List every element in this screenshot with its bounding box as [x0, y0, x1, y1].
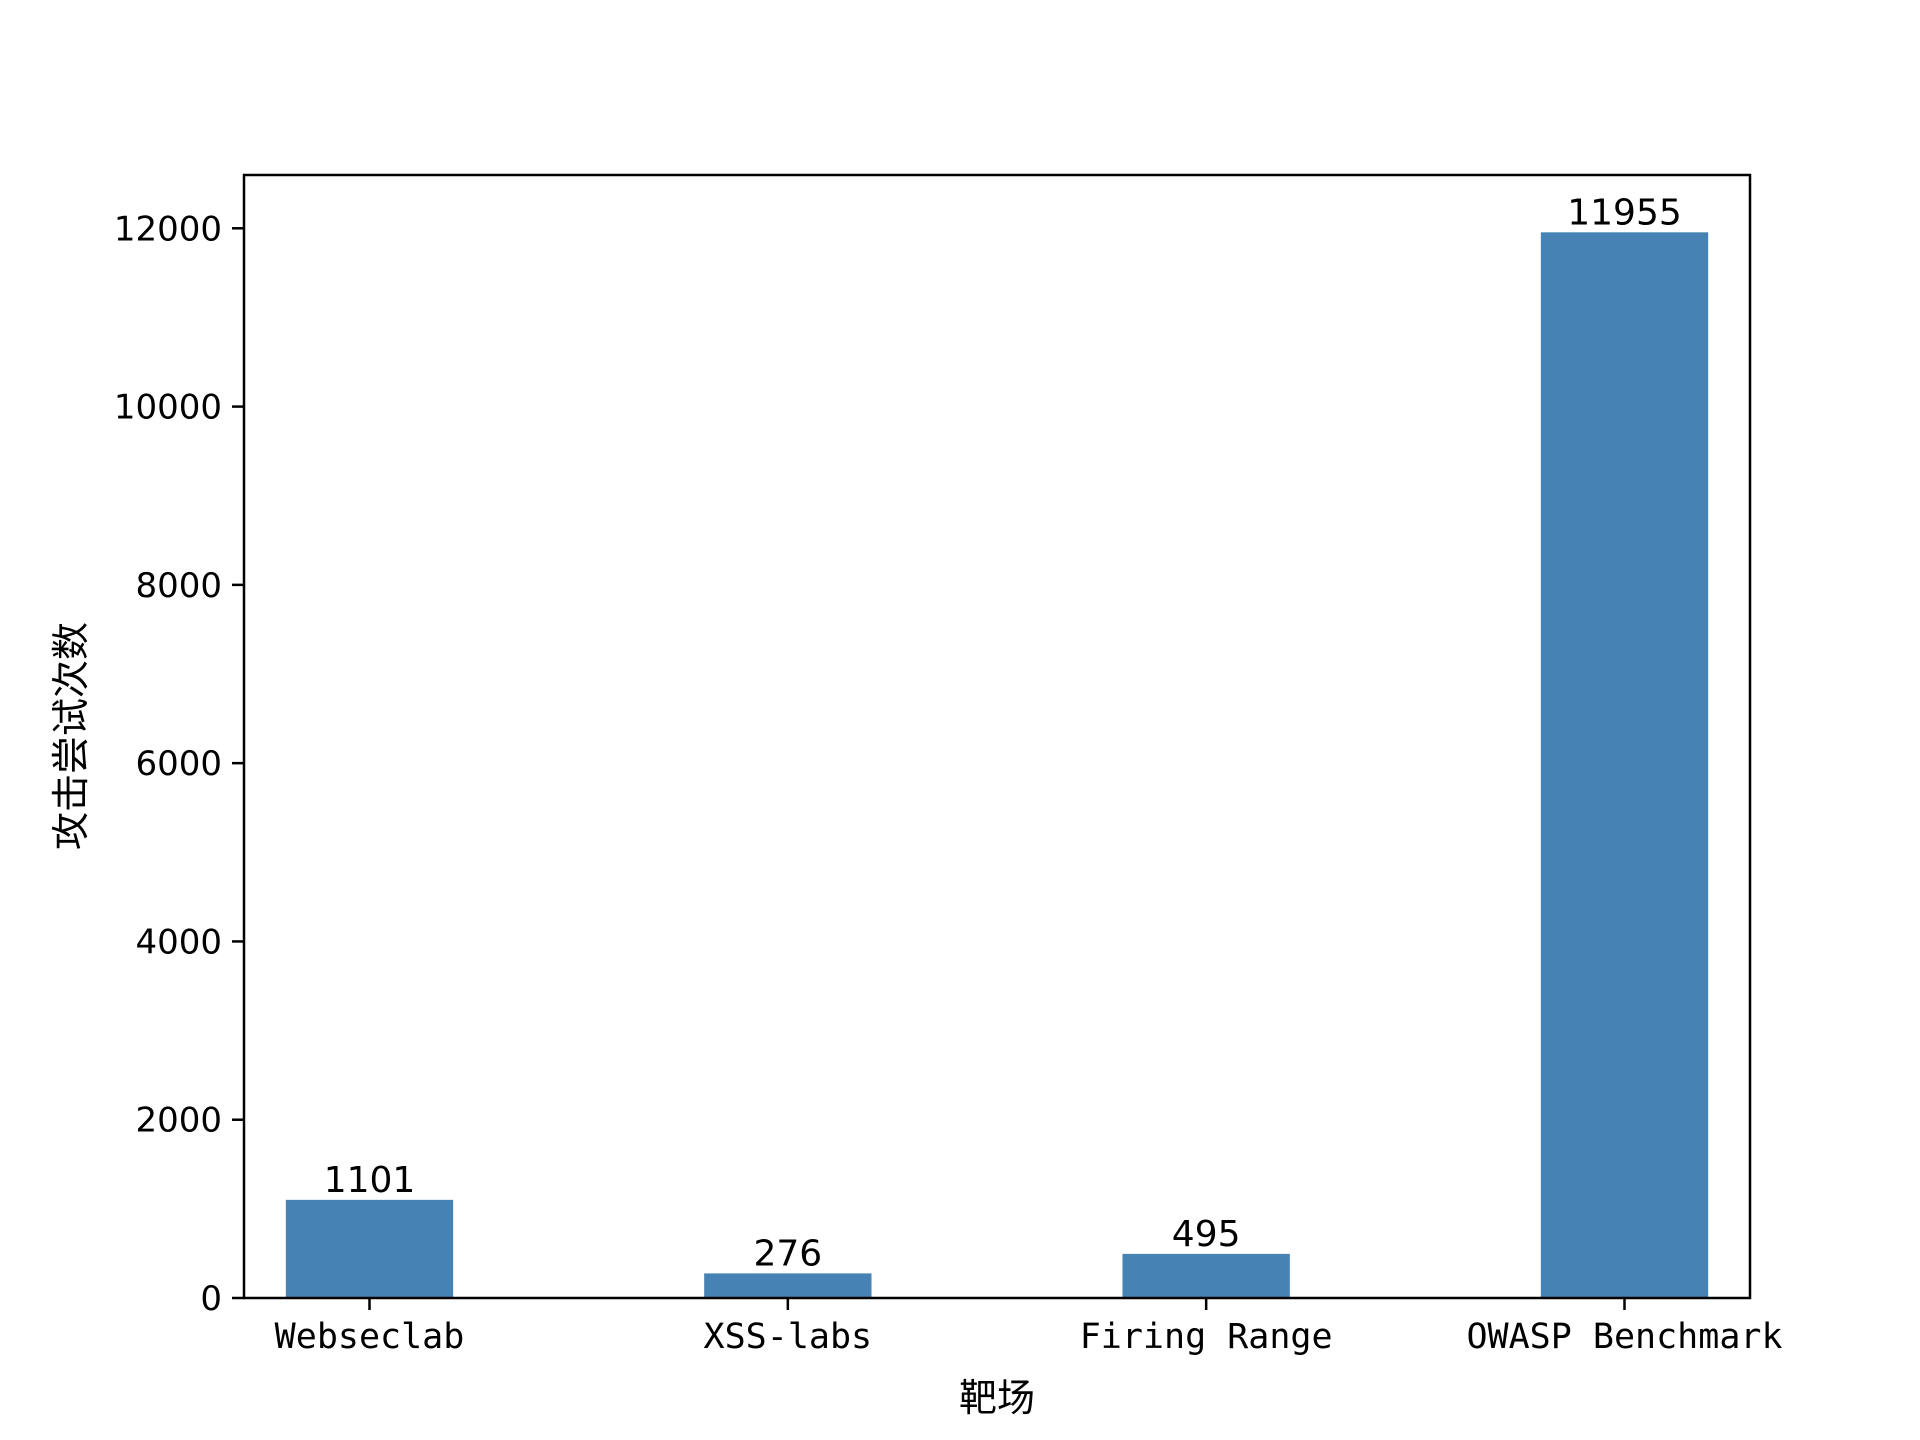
bar-firing-range: [1122, 1253, 1290, 1298]
bar-xss-labs: [704, 1273, 872, 1298]
bars-layer: 1101 276 495 11955: [285, 192, 1709, 1298]
bar-webseclab: [285, 1199, 454, 1298]
x-tick-label-firing-range: Firing Range: [1080, 1317, 1333, 1357]
ticks-layer: Webseclab XSS-labs Firing Range OWASP Bench…: [114, 209, 1783, 1357]
bar-owasp-benchmark: [1540, 232, 1709, 1298]
data-label-owasp-benchmark: 11955: [1567, 192, 1682, 233]
y-tick-label-2000: 2000: [135, 1101, 222, 1141]
y-tick-label-8000: 8000: [135, 566, 222, 606]
data-label-firing-range: 495: [1172, 1214, 1241, 1255]
data-label-webseclab: 1101: [324, 1160, 416, 1201]
y-tick-label-6000: 6000: [135, 744, 222, 784]
y-tick-label-0: 0: [200, 1279, 222, 1319]
x-tick-label-webseclab: Webseclab: [275, 1317, 465, 1357]
y-tick-label-4000: 4000: [135, 922, 222, 962]
x-tick-label-xss-labs: XSS-labs: [704, 1317, 873, 1357]
y-tick-label-12000: 12000: [114, 209, 222, 249]
y-tick-label-10000: 10000: [114, 388, 222, 428]
plot-frame: [242, 173, 1752, 1300]
y-axis-title: 攻击尝试次数: [49, 622, 93, 850]
x-tick-label-owasp-benchmark: OWASP Benchmark: [1466, 1317, 1782, 1357]
x-axis-title: 靶场: [959, 1376, 1035, 1420]
data-label-xss-labs: 276: [753, 1233, 822, 1274]
